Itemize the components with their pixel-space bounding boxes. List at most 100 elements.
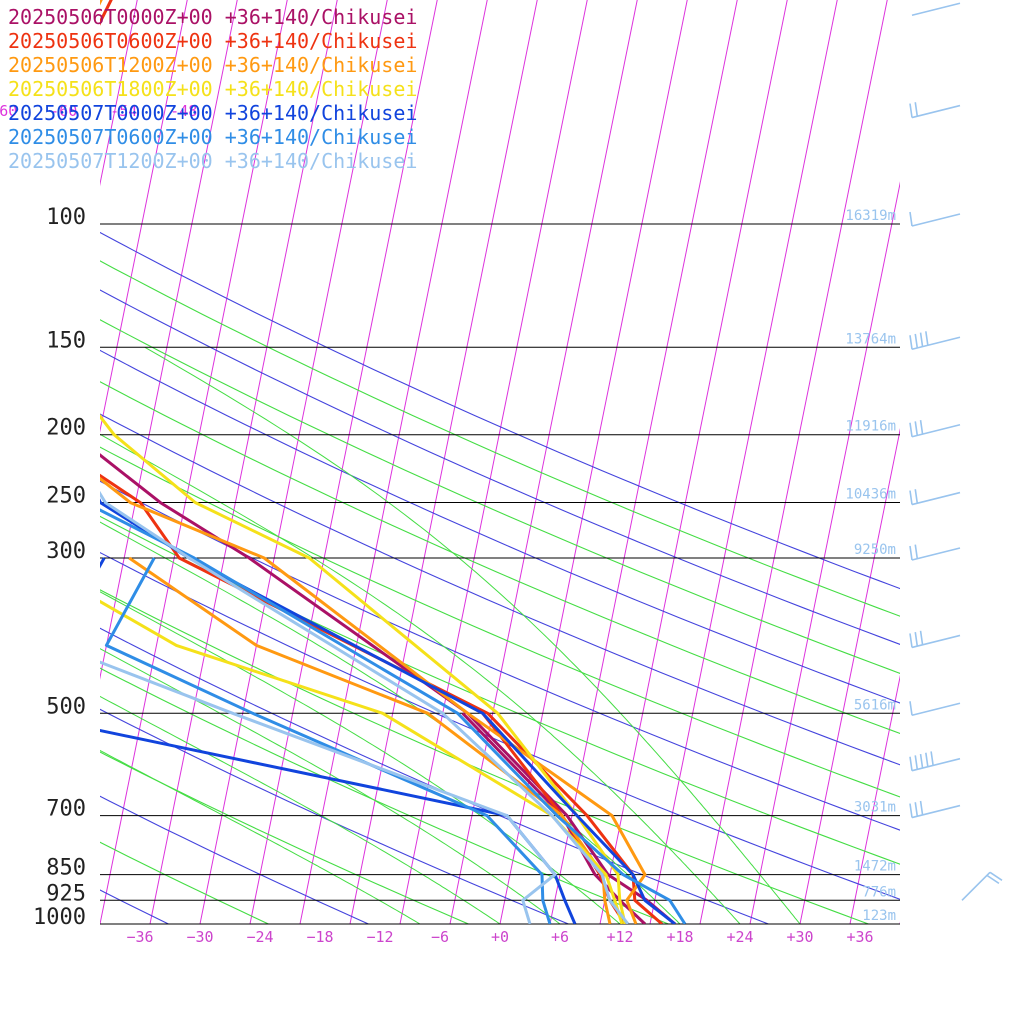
moist-adiabat-lines: [100, 346, 801, 924]
temperature-tick-label: +0: [491, 928, 509, 946]
wind-barb: [909, 331, 961, 351]
legend: 20250506T0000Z+00 +36+140/Chikusei202505…: [8, 5, 417, 173]
pressure-label: 700: [46, 797, 86, 822]
wind-barb: [909, 630, 961, 649]
pressure-label: 925: [46, 881, 86, 906]
height-label: 9250m: [854, 542, 896, 558]
temperature-line: [100, 413, 627, 924]
isotherm-line: [699, 0, 888, 924]
legend-entry: 20250506T1200Z+00 +36+140/Chikusei: [8, 53, 417, 77]
moist-adiabat-line: [100, 695, 501, 924]
isotherm-line: [299, 0, 488, 924]
dry-adiabat-line: [100, 260, 900, 617]
legend-entry: 20250507T0000Z+00 +36+140/Chikusei: [8, 101, 417, 125]
moist-adiabat-line: [100, 591, 621, 924]
legend-entry: 20250506T0000Z+00 +36+140/Chikusei: [8, 5, 417, 29]
wind-barb: [909, 544, 961, 561]
height-label: 1472m: [854, 859, 896, 875]
temperature-tick-label: −6: [431, 928, 449, 946]
isotherm-line: [899, 921, 900, 924]
isotherm-label: -60: [50, 102, 77, 120]
sounding-series: [100, 0, 687, 924]
height-label: 776m: [862, 884, 896, 900]
height-label: 10436m: [845, 487, 896, 503]
isotherm-line: [149, 0, 338, 924]
dry-adiabat-line: [100, 319, 900, 674]
dry-adiabat-line: [100, 413, 900, 766]
temperature-line: [100, 490, 630, 924]
dewpoint-line: [461, 712, 647, 924]
temperature-line: [100, 453, 676, 924]
isobar-lines: [100, 223, 900, 925]
dewpoint-line: [104, 557, 552, 924]
isotherm-line: [599, 0, 788, 924]
temperature-line: [100, 508, 687, 924]
pressure-label: 850: [46, 856, 86, 881]
isotherm-line: [947, 0, 1024, 939]
temperature-line: [100, 498, 676, 924]
temperature-tick-label: +12: [606, 928, 633, 946]
isotherm-lines: [100, 0, 1024, 939]
temperature-tick-label: +36: [846, 928, 873, 946]
moist-adiabat-line: [100, 648, 561, 924]
wind-barb: [909, 489, 961, 506]
dry-adiabat-line: [100, 231, 900, 590]
pressure-label: 200: [46, 416, 86, 441]
isotherm-line: [100, 0, 288, 924]
dry-adiabat-lines: [100, 231, 900, 924]
pressure-label: 300: [46, 539, 86, 564]
isotherm-line: [199, 0, 388, 924]
isotherm-line: [849, 674, 900, 924]
temperature-tick-label: −18: [306, 928, 333, 946]
pressure-label: 500: [46, 694, 86, 719]
axis-labels: 100 16319m 150 13764m 200 11916m 250 10436m 300 9…: [0, 102, 896, 946]
dry-adiabat-line: [100, 551, 900, 900]
dry-adiabat-line: [100, 589, 871, 924]
isotherm-label: -54: [110, 102, 137, 120]
pressure-label: 150: [46, 328, 86, 353]
wind-barbs: [909, 2, 1003, 901]
isotherm-line: [649, 0, 838, 924]
wind-barb: [909, 751, 961, 772]
dewpoint-line: [128, 556, 612, 924]
isotherm-label: -60: [0, 102, 17, 120]
isotherm-line: [749, 181, 900, 924]
wind-barb: [911, 2, 961, 17]
legend-entry: 20250507T0600Z+00 +36+140/Chikusei: [8, 125, 417, 149]
wind-barb: [909, 419, 961, 438]
moist-adiabat-line: [144, 346, 801, 924]
height-label: 5616m: [854, 697, 896, 713]
temperature-tick-label: −36: [126, 928, 153, 946]
dry-adiabat-line: [100, 289, 900, 645]
wind-barb: [961, 871, 1003, 901]
dry-adiabat-line: [100, 751, 470, 924]
temperature-tick-label: −24: [246, 928, 273, 946]
legend-entry: 20250506T0600Z+00 +36+140/Chikusei: [8, 29, 417, 53]
pressure-label: 100: [46, 205, 86, 230]
height-label: 123m: [862, 908, 896, 924]
dry-adiabat-line: [100, 515, 900, 865]
height-label: 11916m: [845, 419, 896, 435]
wind-barb: [909, 102, 961, 119]
moist-adiabat-line: [100, 749, 421, 924]
dry-adiabat-line: [100, 480, 900, 831]
isotherm-line: [349, 0, 538, 924]
temperature-tick-label: +18: [666, 928, 693, 946]
temperature-tick-label: +30: [786, 928, 813, 946]
wind-barb: [909, 701, 961, 717]
moist-adiabat-line: [100, 433, 741, 924]
isotherm-line: [100, 0, 138, 187]
wind-barb: [909, 211, 961, 227]
dry-adiabat-line: [100, 446, 900, 798]
isotherm-label: -48: [170, 102, 197, 120]
dry-adiabat-line: [100, 381, 900, 735]
temperature-tick-label: +24: [726, 928, 753, 946]
isotherm-line: [100, 0, 238, 680]
isotherm-line: [549, 0, 738, 924]
isotherm-line: [799, 427, 900, 924]
isotherm-line: [399, 0, 588, 924]
temperature-line: [100, 0, 647, 924]
dewpoint-line: [100, 660, 557, 924]
wind-barb: [909, 800, 961, 819]
